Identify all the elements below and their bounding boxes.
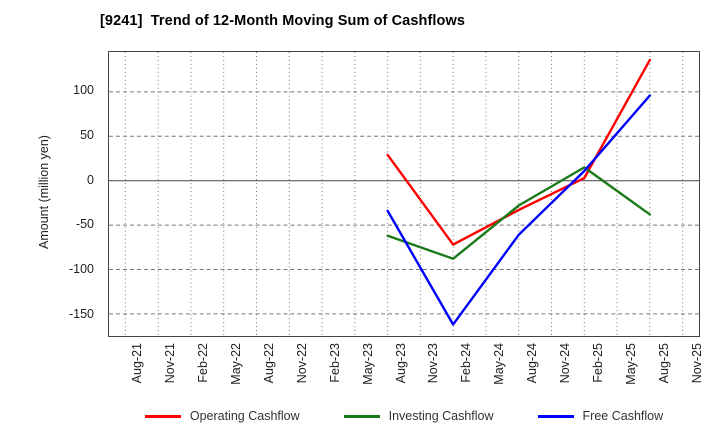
y-axis-tick-label: -150 — [68, 306, 94, 321]
x-axis-tick-label: Feb-23 — [327, 343, 342, 383]
legend-label: Investing Cashflow — [388, 409, 494, 423]
legend-label: Operating Cashflow — [189, 409, 300, 423]
legend-color-swatch — [144, 414, 181, 418]
x-axis-tick-label: Aug-22 — [262, 343, 276, 384]
legend-label: Free Cashflow — [582, 409, 664, 423]
y-axis-tick-label: 100 — [73, 83, 94, 98]
legend-color-swatch — [343, 414, 380, 418]
chart-legend: Operating Cashflow Investing Cashflow Free… — [108, 405, 700, 427]
x-axis-tick-label: Aug-24 — [525, 343, 540, 384]
chart-title: [9241] Trend of 12-Month Moving Sum of C… — [100, 13, 466, 29]
x-axis-tick-label: Aug-25 — [656, 343, 671, 384]
series-lines — [386, 58, 652, 326]
y-axis-tick-label: -50 — [75, 217, 94, 232]
legend-item[interactable]: Investing Cashflow — [343, 409, 494, 423]
x-axis-tick-label: May-24 — [492, 343, 507, 385]
x-axis-tick-label: Nov-21 — [163, 343, 178, 384]
y-axis-tick-label: -100 — [68, 261, 94, 276]
y-axis-tick-label: 50 — [80, 127, 94, 142]
gridlines — [109, 52, 699, 336]
x-axis-tick-label: May-22 — [229, 343, 244, 385]
x-axis-tick-label: Nov-22 — [294, 343, 309, 384]
x-axis-tick-label: Feb-25 — [590, 343, 605, 383]
x-axis-tick-label: Nov-25 — [689, 343, 704, 384]
legend-item[interactable]: Operating Cashflow — [144, 409, 300, 423]
x-axis-tick-label: Nov-24 — [558, 343, 572, 384]
plot-area — [108, 51, 700, 337]
x-axis-tick-label: Aug-21 — [130, 343, 145, 384]
x-axis-tick-label: Feb-22 — [196, 343, 211, 383]
x-axis-tick-label: May-23 — [360, 343, 375, 385]
x-axis-tick-label: Aug-23 — [393, 343, 408, 384]
legend-color-swatch — [537, 414, 574, 418]
x-axis-tick-label: May-25 — [623, 343, 638, 385]
x-axis-tick-label: Feb-24 — [459, 343, 474, 383]
x-axis-tick-label: Nov-23 — [426, 343, 441, 384]
y-axis-tick-label: 0 — [87, 172, 94, 187]
legend-item[interactable]: Free Cashflow — [537, 409, 664, 423]
